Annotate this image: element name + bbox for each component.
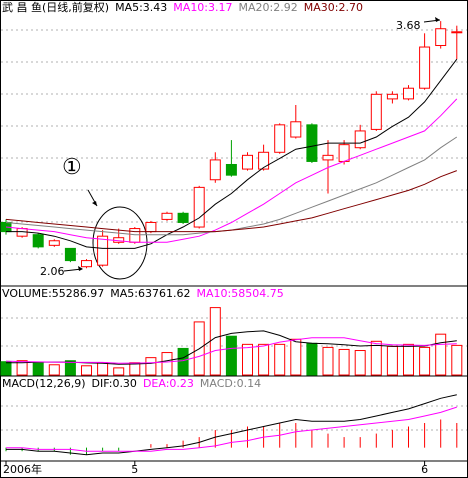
candle-body xyxy=(274,124,286,153)
volume-bar xyxy=(0,361,12,376)
volume-bar xyxy=(16,360,28,376)
header-label: MA5:63761.62 xyxy=(110,287,190,300)
volume-bar xyxy=(451,344,463,376)
volume-bar xyxy=(32,362,44,376)
volume-bar xyxy=(97,362,109,376)
volume-bar xyxy=(113,367,125,376)
volume-bar xyxy=(370,340,382,376)
candle-body xyxy=(64,247,76,262)
candle-body xyxy=(354,130,366,149)
candle-body xyxy=(451,31,463,34)
arrow-head xyxy=(435,17,440,22)
volume-bar xyxy=(258,343,270,376)
volume-bar xyxy=(161,352,173,376)
candle-body xyxy=(403,87,414,100)
ma-line xyxy=(5,337,457,364)
candle-body xyxy=(48,240,60,246)
arrow-head xyxy=(78,266,83,271)
annotation: 3.68 xyxy=(396,19,421,32)
header-label: MA10:58504.75 xyxy=(196,287,283,300)
candle-body xyxy=(242,154,253,170)
volume-bar xyxy=(209,307,221,376)
volume-bar xyxy=(354,350,366,376)
candle-body xyxy=(322,154,334,161)
volume-bar xyxy=(48,364,60,376)
volume-bar xyxy=(290,338,302,376)
volume-bar xyxy=(177,347,189,376)
volume-bar xyxy=(81,365,92,376)
header-label: DIF:0.30 xyxy=(92,377,137,390)
header-label: MA10:3.17 xyxy=(173,1,232,14)
header-label: MA5:3.43 xyxy=(115,1,167,14)
candle-body xyxy=(177,212,189,223)
ma-line xyxy=(6,58,458,249)
candle-body xyxy=(32,234,44,248)
volume-bar xyxy=(403,343,414,376)
volume-bar xyxy=(306,342,318,376)
volume-bar xyxy=(145,357,157,376)
candle-body xyxy=(435,28,447,47)
volume-bar xyxy=(274,343,286,376)
x-tick-label: 2006年 xyxy=(3,462,42,476)
candle-body xyxy=(386,93,398,100)
ma-line xyxy=(6,406,457,452)
volume-bar xyxy=(386,345,398,376)
ma-line xyxy=(5,170,457,233)
candle-body xyxy=(129,228,141,243)
annotation: 2.06 xyxy=(40,265,65,278)
volume-bar xyxy=(225,335,237,376)
volume-bar xyxy=(322,346,334,376)
candle-body xyxy=(81,260,92,268)
volume-bar xyxy=(435,333,447,376)
x-tick-label: 5 xyxy=(131,463,138,476)
candle-body xyxy=(193,186,205,228)
annotation: ① xyxy=(62,155,82,180)
candle-body xyxy=(306,124,318,162)
header-label: 武 昌 鱼(日线,前复权) xyxy=(2,0,109,14)
header-label: MACD(12,26,9) xyxy=(2,377,86,390)
header-label: MA20:2.92 xyxy=(239,1,298,14)
header-label: VOLUME:55286.97 xyxy=(2,287,104,300)
candle-body xyxy=(161,212,173,220)
volume-bar xyxy=(64,360,76,376)
header-label: DEA:0.23 xyxy=(143,377,194,390)
candle-body xyxy=(145,221,157,233)
candle-body xyxy=(258,151,270,170)
x-tick-label: 6 xyxy=(421,463,428,476)
volume-bar xyxy=(129,362,141,376)
candle-body xyxy=(97,235,109,266)
volume-bar xyxy=(242,343,253,376)
candle-body xyxy=(419,46,431,89)
header-label: MA30:2.70 xyxy=(304,1,363,14)
arrow-head xyxy=(92,201,97,206)
candle-body xyxy=(290,121,302,138)
volume-bar xyxy=(419,346,431,376)
highlight-ellipse xyxy=(92,206,148,280)
volume-bar xyxy=(338,348,350,376)
candle-body xyxy=(225,163,237,176)
candle-body xyxy=(370,93,382,130)
candle-body xyxy=(209,159,221,181)
header-label: MACD:0.14 xyxy=(200,377,261,390)
candle-body xyxy=(338,144,350,162)
ma-line xyxy=(6,394,457,456)
ma-line xyxy=(5,98,458,243)
